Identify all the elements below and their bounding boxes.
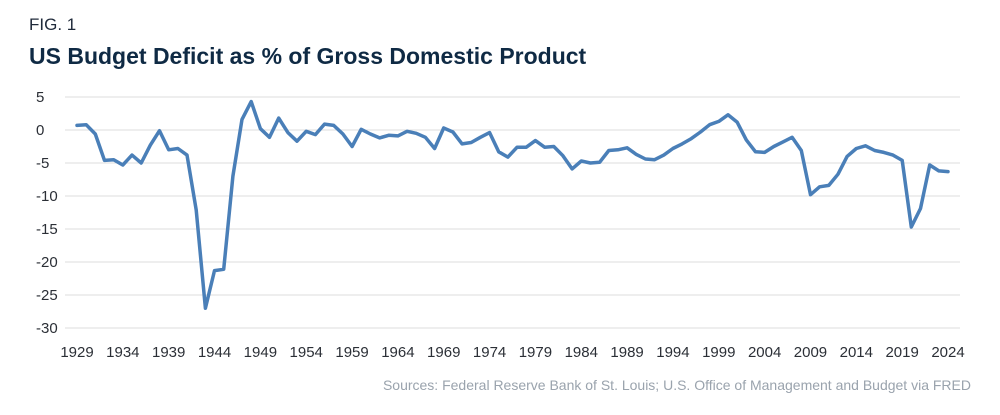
y-tick-label: -15: [36, 221, 58, 238]
y-axis-ticks: 5 0 -5 -10 -15 -20 -25 -30: [36, 89, 58, 337]
gridlines: [65, 96, 960, 329]
y-tick-label: 5: [36, 89, 44, 106]
y-tick-label: -20: [36, 254, 58, 271]
x-tick-label: 1934: [106, 344, 139, 361]
x-tick-label: 1949: [244, 344, 277, 361]
x-tick-label: 1944: [198, 344, 231, 361]
x-axis-ticks: 1929 1934 1939 1944 1949 1954 1959 1964 1969 1974…: [60, 344, 964, 361]
x-tick-label: 2019: [885, 344, 918, 361]
x-tick-label: 1974: [473, 344, 506, 361]
x-tick-label: 1964: [381, 344, 414, 361]
series-line-budget-deficit: [75, 99, 950, 310]
x-tick-label: 1954: [290, 344, 323, 361]
x-tick-label: 2004: [748, 344, 781, 361]
x-tick-label: 1984: [565, 344, 598, 361]
x-tick-label: 1959: [335, 344, 368, 361]
y-tick-label: -5: [36, 155, 49, 172]
figure-label: FIG. 1: [29, 15, 77, 34]
x-tick-label: 2009: [794, 344, 827, 361]
source-note: Sources: Federal Reserve Bank of St. Lou…: [382, 377, 971, 393]
x-tick-label: 2024: [931, 344, 964, 361]
x-tick-label: 1979: [519, 344, 552, 361]
series-layer: [75, 99, 950, 310]
x-tick-label: 1929: [60, 344, 93, 361]
y-tick-label: -10: [36, 188, 58, 205]
x-tick-label: 1999: [702, 344, 735, 361]
x-tick-label: 1939: [152, 344, 185, 361]
y-tick-label: -25: [36, 287, 58, 304]
chart-title: US Budget Deficit as % of Gross Domestic…: [29, 43, 587, 69]
y-tick-label: -30: [36, 320, 58, 337]
x-tick-label: 1989: [610, 344, 643, 361]
x-tick-label: 2014: [840, 344, 873, 361]
x-tick-label: 1969: [427, 344, 460, 361]
y-tick-label: 0: [36, 122, 44, 139]
x-tick-label: 1994: [656, 344, 689, 361]
